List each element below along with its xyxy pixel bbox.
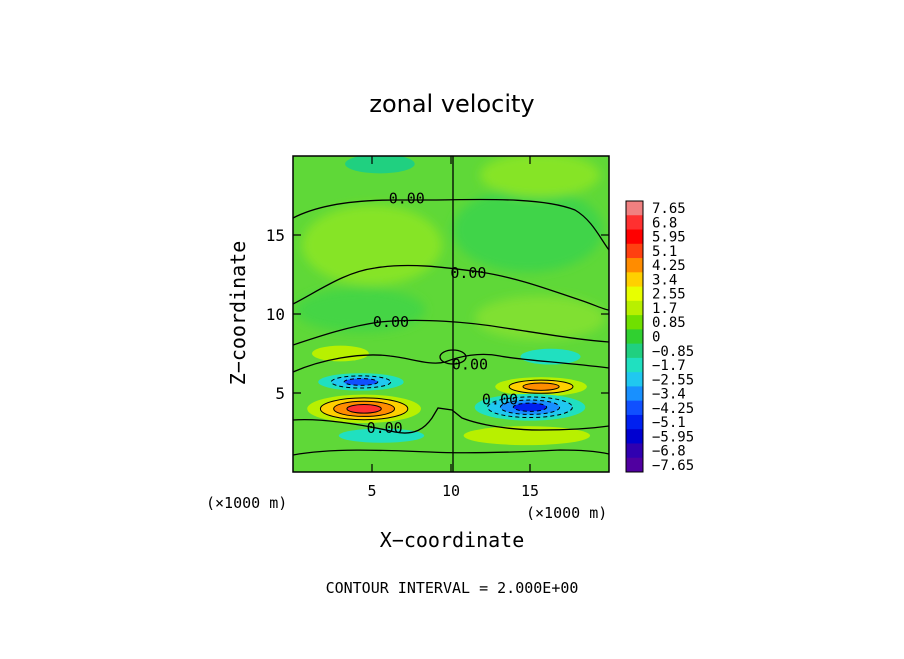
- colorbar: 7.656.85.955.14.253.42.551.70.850−0.85−1…: [625, 200, 694, 474]
- x-tick-label-10: 10: [442, 482, 460, 500]
- colorbar-swatch-15: [626, 414, 643, 430]
- blob-pos-low-right-level-0: [463, 426, 591, 446]
- colorbar-swatch-4: [626, 258, 643, 273]
- y-tick-label-5: 5: [275, 384, 285, 403]
- contour-labels: 0.00 0.00 0.00 0.00 0.00 0.00: [367, 190, 518, 437]
- contour-line-upper: [293, 264, 609, 311]
- colorbar-label-16: −5.95: [652, 429, 694, 445]
- colorbar-swatch-8: [626, 315, 643, 330]
- blob-neg-left-level-2: [343, 378, 379, 386]
- colorbar-label-7: 1.7: [652, 301, 677, 317]
- y-tick-label-10: 10: [266, 305, 285, 324]
- contour-label-0: 0.00: [389, 190, 425, 208]
- axis-ticks: [293, 156, 609, 472]
- colorbar-swatch-1: [626, 215, 643, 231]
- plot-area: 0.00 0.00 0.00 0.00 0.00 0.00: [293, 156, 609, 472]
- contour-label-2: 0.00: [373, 313, 409, 331]
- contour-line-bottom: [293, 449, 609, 456]
- colorbar-label-18: −7.65: [652, 458, 694, 474]
- colorbar-label-0: 7.65: [652, 201, 686, 217]
- colorbar-swatch-10: [626, 343, 643, 359]
- colorbar-swatch-18: [626, 457, 643, 473]
- contour-interval-note: CONTOUR INTERVAL = 2.000E+00: [326, 579, 579, 597]
- colorbar-swatch-14: [626, 400, 643, 416]
- colorbar-swatch-11: [626, 357, 643, 373]
- colorbar-label-5: 3.4: [652, 272, 677, 288]
- colorbar-label-11: −1.7: [652, 358, 686, 374]
- contour-line-top: [293, 198, 609, 251]
- chart-title: zonal velocity: [369, 90, 534, 118]
- colorbar-swatch-9: [626, 329, 643, 345]
- colorbar-swatch-3: [626, 243, 643, 259]
- blob-pos-mid-left-level-0: [312, 345, 369, 362]
- blob-neg-top-left-level-0: [345, 156, 415, 174]
- colorbar-frame: [625, 200, 644, 473]
- colorbar-label-1: 6.8: [652, 215, 677, 231]
- colorbar-swatch-6: [626, 286, 643, 302]
- colorbar-label-8: 0.85: [652, 315, 686, 331]
- contour-label-3: 0.00: [452, 356, 488, 374]
- y-tick-label-15: 15: [266, 226, 285, 245]
- colorbar-label-15: −5.1: [652, 415, 686, 431]
- contour-line-middle: [293, 319, 609, 346]
- axis-tick-labels: 5 10 15 5 10 15: [266, 226, 539, 500]
- contour-label-4: 0.00: [482, 390, 518, 408]
- colorbar-label-14: −4.25: [652, 401, 694, 417]
- blob-pos-right-level-2: [522, 382, 560, 391]
- colorbar-label-4: 4.25: [652, 258, 686, 274]
- shade-top-right: [480, 156, 600, 197]
- colorbar-label-2: 5.95: [652, 230, 686, 246]
- colorbar-swatch-13: [626, 386, 643, 402]
- contour-label-1: 0.00: [450, 264, 486, 282]
- x-tick-label-15: 15: [521, 482, 539, 500]
- colorbar-label-6: 2.55: [652, 287, 686, 303]
- colorbar-label-10: −0.85: [652, 344, 694, 360]
- shade-upper-right: [453, 188, 603, 272]
- blob-neg-right-level-3: [512, 402, 548, 412]
- contour-lines: [293, 156, 609, 472]
- blob-pos-left-level-3: [346, 404, 382, 414]
- colorbar-swatch-12: [626, 372, 643, 387]
- colorbar-label-12: −2.55: [652, 372, 694, 388]
- colorbar-label-3: 5.1: [652, 244, 677, 260]
- colorbar-swatch-0: [626, 201, 643, 216]
- blob-neg-low-left-level-0: [338, 428, 425, 443]
- x-unit-left: (×1000 m): [206, 494, 287, 512]
- colorbar-swatch-17: [626, 443, 643, 459]
- colorbar-swatch-2: [626, 229, 643, 245]
- colorbar-swatch-7: [626, 300, 643, 316]
- colorbar-swatch-16: [626, 429, 643, 444]
- colorbar-label-9: 0: [652, 330, 660, 346]
- y-axis-label: Z−coordinate: [226, 241, 250, 386]
- shade-upper-left: [302, 205, 442, 285]
- contour-label-5: 0.00: [367, 419, 403, 437]
- x-tick-label-5: 5: [367, 482, 376, 500]
- colorbar-swatch-5: [626, 272, 643, 288]
- colorbar-label-13: −3.4: [652, 387, 686, 403]
- x-axis-label: X−coordinate: [380, 528, 525, 552]
- contour-blobs: [307, 156, 591, 446]
- colorbar-label-17: −6.8: [652, 444, 686, 460]
- contour-line-low: [293, 407, 609, 434]
- x-unit-right: (×1000 m): [526, 504, 607, 522]
